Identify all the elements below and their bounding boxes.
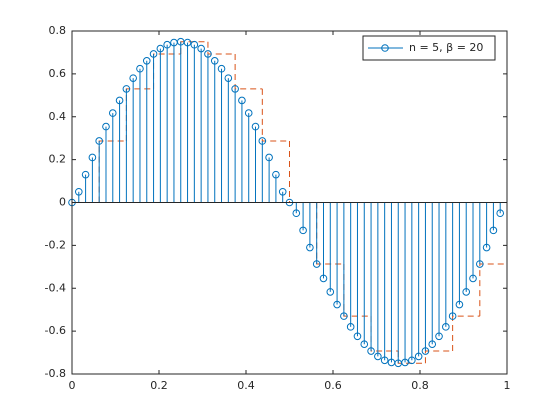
- stem-marker: [353, 332, 362, 341]
- stem-marker: [299, 226, 307, 235]
- stem-marker: [340, 312, 348, 320]
- stair-step: [125, 88, 154, 141]
- stem-marker: [408, 356, 416, 365]
- stem-marker: [190, 40, 199, 49]
- stem-marker: [81, 170, 90, 179]
- y-tick-label: 0.2: [49, 153, 67, 166]
- stem-marker: [476, 260, 484, 268]
- stem-marker: [224, 74, 233, 82]
- stem-marker: [414, 352, 423, 361]
- stem-marker: [129, 74, 137, 82]
- stem-marker: [333, 300, 341, 309]
- x-tick-label: 1: [504, 379, 511, 392]
- stair-step: [343, 264, 372, 317]
- stem-marker: [380, 356, 389, 365]
- stem-marker: [231, 85, 239, 93]
- stem-marker: [102, 122, 110, 131]
- stem-marker: [183, 38, 192, 47]
- y-tick-label: -0.2: [45, 238, 66, 251]
- stem-marker: [251, 122, 260, 131]
- legend-marker: [381, 44, 389, 52]
- stem-marker: [278, 187, 287, 196]
- stem-marker: [319, 274, 328, 283]
- stem-marker: [163, 40, 171, 49]
- y-tick-label: -0.6: [45, 324, 66, 337]
- legend-label: n = 5, β = 20: [409, 41, 483, 54]
- stem-marker: [448, 312, 457, 320]
- stem-marker: [292, 209, 301, 218]
- stem-marker: [496, 209, 505, 218]
- stair-step: [452, 315, 480, 352]
- stair-step: [234, 53, 263, 90]
- stem-marker: [346, 323, 355, 331]
- stem-marker: [312, 260, 321, 268]
- stem-series: [68, 37, 505, 368]
- x-tick-label: 0.6: [324, 379, 342, 392]
- stair-step: [479, 263, 507, 317]
- stem-marker: [244, 109, 253, 117]
- y-tick-label: 0: [59, 196, 66, 209]
- stem-marker: [217, 64, 226, 73]
- stem-marker: [115, 96, 124, 105]
- stem-marker: [421, 347, 430, 355]
- stem-marker: [156, 44, 165, 53]
- stem-marker: [455, 300, 464, 309]
- stem-marker: [95, 137, 103, 145]
- stem-marker: [265, 153, 273, 162]
- stem-marker: [374, 352, 382, 361]
- stem-marker: [306, 243, 314, 252]
- stem-marker: [142, 56, 151, 65]
- stem-marker: [197, 44, 205, 53]
- y-tick-label: -0.8: [45, 367, 66, 380]
- y-tick-label: 0.8: [49, 24, 67, 37]
- stem-marker: [136, 64, 144, 73]
- axes-box: [71, 30, 508, 375]
- x-tick-label: 0.8: [411, 379, 429, 392]
- stem-marker: [469, 274, 477, 283]
- stair-step: [261, 88, 290, 142]
- stem-marker: [74, 187, 83, 196]
- y-tick-label: 0.6: [49, 67, 67, 80]
- stair-step: [424, 350, 453, 364]
- x-tick-label: 0: [69, 379, 76, 392]
- stem-marker: [272, 170, 280, 179]
- stem-marker: [401, 358, 409, 367]
- stem-marker: [462, 288, 471, 296]
- stem-marker: [108, 109, 117, 117]
- stem-marker: [258, 137, 267, 145]
- stem-marker: [88, 153, 97, 162]
- stem-marker: [326, 288, 335, 296]
- legend: n = 5, β = 20: [362, 35, 496, 61]
- stem-marker: [210, 56, 219, 65]
- stem-marker: [360, 340, 369, 349]
- y-tick-label: 0.4: [49, 110, 67, 123]
- stem-marker: [122, 85, 131, 93]
- stem-marker: [489, 226, 498, 235]
- x-tick-label: 0.2: [150, 379, 168, 392]
- stem-marker: [442, 323, 450, 331]
- stem-marker: [204, 50, 212, 58]
- stem-marker: [149, 50, 158, 58]
- stem-marker: [238, 96, 246, 105]
- x-tick-label: 0.4: [237, 379, 255, 392]
- y-tick-label: -0.4: [45, 281, 66, 294]
- stem-marker: [367, 347, 375, 355]
- stem-marker: [428, 340, 437, 349]
- stem-marker: [482, 243, 491, 252]
- stair-step: [207, 41, 236, 55]
- stem-marker: [435, 332, 443, 341]
